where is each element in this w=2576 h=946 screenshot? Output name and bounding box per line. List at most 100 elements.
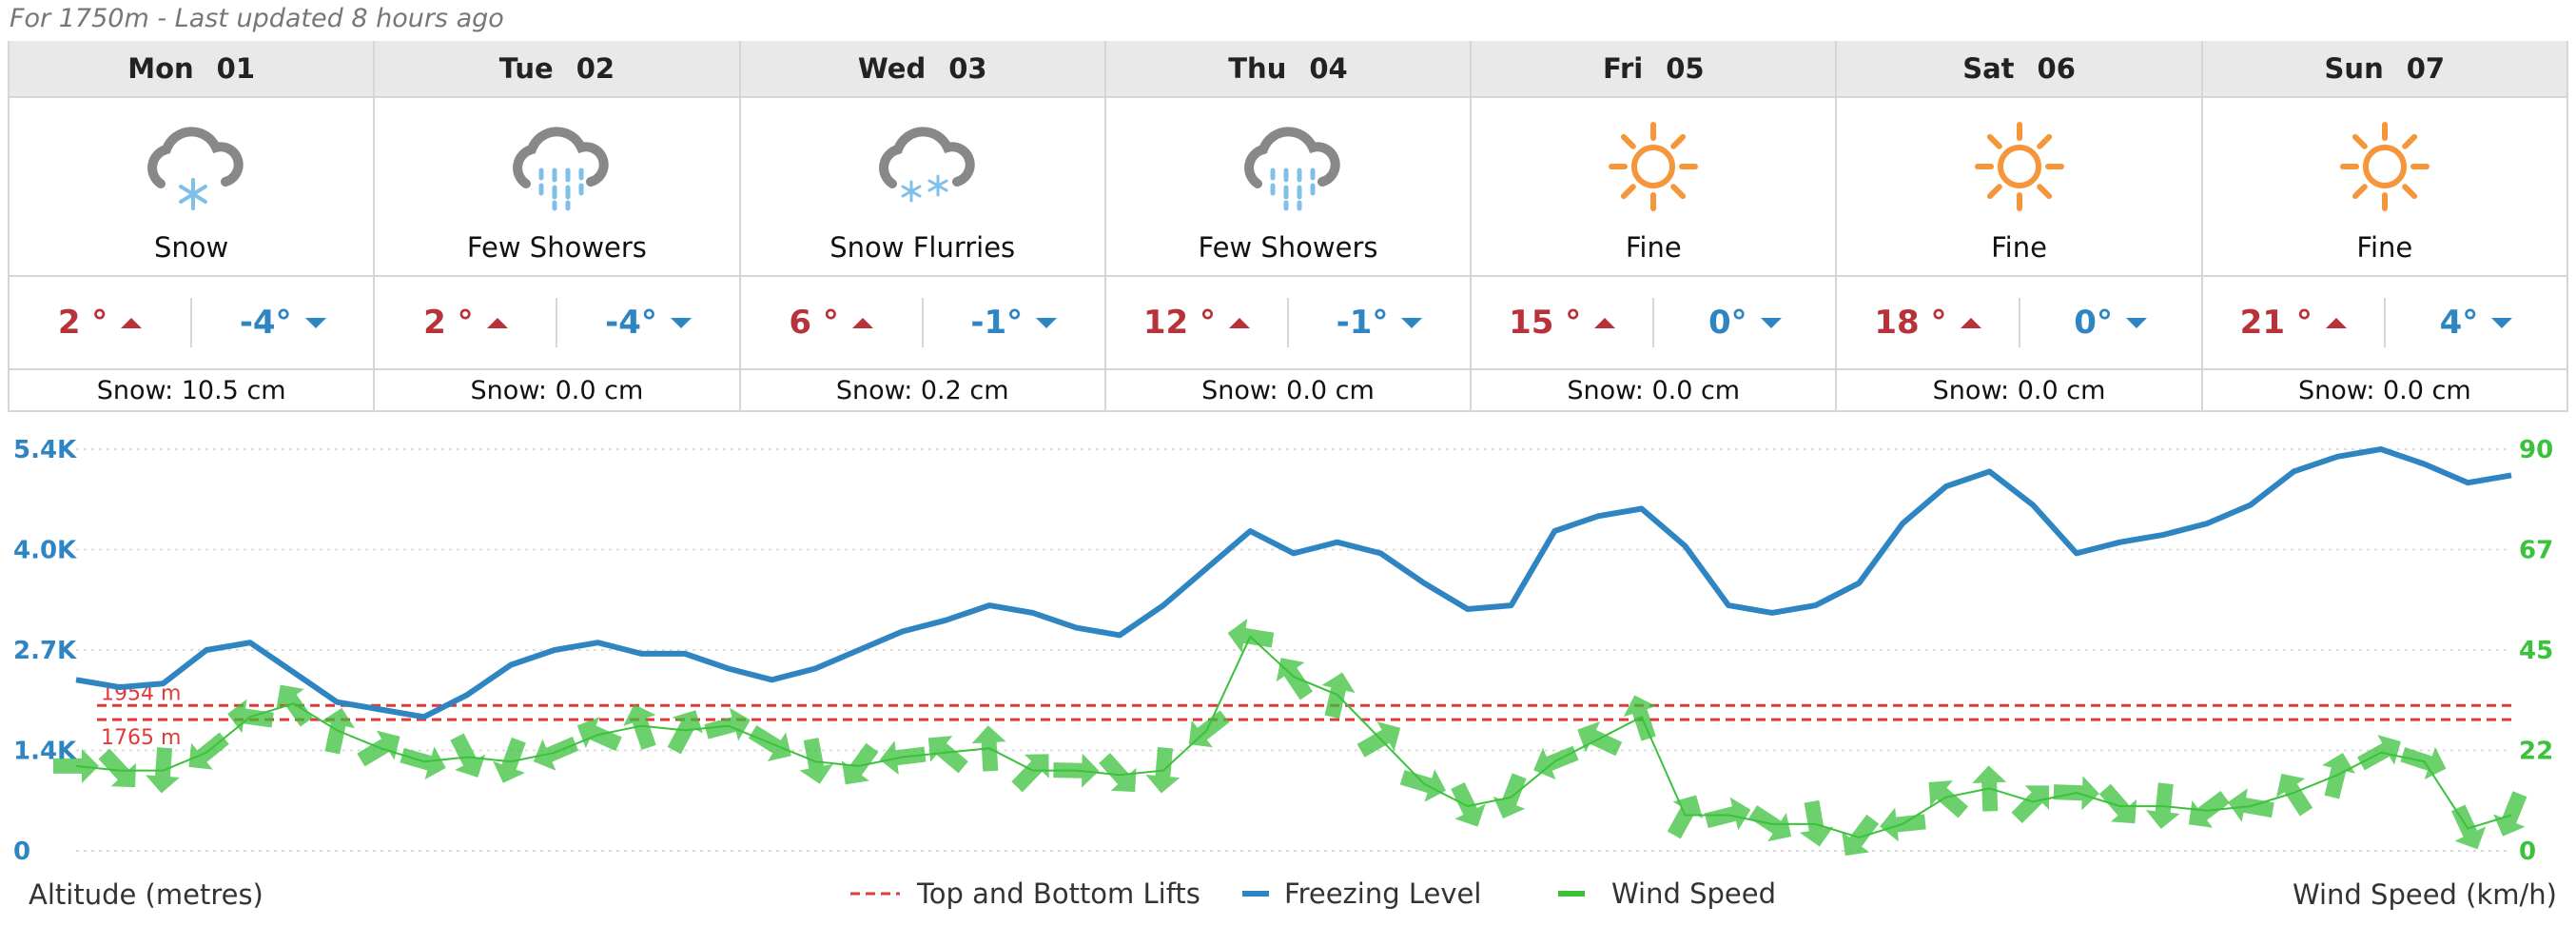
wind-arrow-icon	[2493, 791, 2527, 837]
snow-flurries-icon	[856, 104, 989, 229]
temperature-row: 2 ° -4°	[10, 277, 374, 370]
low-temp: 4°	[2386, 304, 2566, 342]
wind-arrow-icon	[1321, 672, 1356, 719]
low-temp-value: 0°	[1708, 304, 1747, 342]
temperature-row: 18 ° 0°	[1837, 277, 2201, 370]
wind-arrow-icon	[1972, 765, 2007, 812]
right-tick-label: 0	[2519, 838, 2536, 866]
right-tick-label: 22	[2519, 738, 2553, 766]
right-tick-label: 90	[2519, 436, 2553, 464]
day-name: Mon	[127, 52, 194, 85]
wind-arrow-icon	[1399, 769, 1447, 802]
day-header: Fri 05	[1472, 41, 1836, 98]
forecast-day-wed: Wed 03 Snow Flurries 6 ° -1° Snow: 0.2 c…	[740, 41, 1106, 412]
high-temp: 12 °	[1106, 298, 1289, 347]
day-name: Tue	[498, 52, 554, 85]
arrow-up-icon	[1594, 317, 1616, 328]
wind-arrow-icon	[1842, 814, 1880, 857]
snow-amount: Snow: 0.0 cm	[1837, 370, 2201, 412]
forecast-day-fri: Fri 05 Fine 15 ° 0° Snow: 0.0 cm	[1472, 41, 1838, 412]
day-header: Thu 04	[1105, 41, 1471, 98]
wind-arrow-icon	[1748, 805, 1792, 842]
arrow-down-icon	[2125, 317, 2147, 328]
weather-summary: Fine	[1991, 231, 2047, 264]
wind-arrow-icon	[533, 737, 579, 771]
high-temp: 18 °	[1837, 298, 2020, 347]
high-temp-value: 18 °	[1874, 304, 1947, 342]
wind-arrow-icon	[321, 707, 356, 755]
day-conditions: Few Showers	[1105, 98, 1471, 277]
wind-arrow-icon	[1493, 773, 1527, 819]
weather-summary: Snow	[154, 231, 229, 264]
temperature-row: 15 ° 0°	[1472, 277, 1836, 370]
wind-arrow-icon	[493, 737, 526, 783]
sun-icon	[1953, 104, 2086, 229]
low-temp-value: 0°	[2074, 304, 2113, 342]
wind-arrow-icon	[879, 740, 927, 776]
weather-summary: Few Showers	[1198, 231, 1378, 264]
arrow-up-icon	[121, 317, 143, 328]
high-temp: 6 °	[741, 298, 924, 347]
snow-amount: Snow: 0.0 cm	[1472, 370, 1836, 412]
wind-arrow-icon	[227, 699, 274, 734]
day-conditions: Few Showers	[375, 98, 739, 277]
low-temp: 0°	[1654, 304, 1835, 342]
wind-arrow-icon	[841, 742, 879, 785]
snow-amount: Snow: 0.0 cm	[375, 370, 739, 412]
wind-arrow-icon	[1533, 745, 1579, 780]
wind-arrow-icon	[1451, 782, 1486, 827]
temperature-row: 21 ° 4°	[2202, 277, 2566, 370]
snow-icon	[125, 104, 258, 229]
wind-arrow-icon	[98, 748, 136, 788]
wind-arrow-icon	[2357, 735, 2401, 771]
day-date: 07	[2406, 52, 2446, 85]
wind-arrow-icon	[748, 724, 791, 761]
temperature-row: 6 ° -1°	[740, 277, 1104, 370]
wind-arrow-icon	[1623, 695, 1656, 741]
day-name: Fri	[1602, 52, 1644, 85]
high-temp-value: 12 °	[1142, 304, 1216, 342]
low-temp: -1°	[924, 304, 1104, 342]
wind-arrow-icon	[1188, 710, 1230, 748]
high-temp-value: 2 °	[423, 304, 474, 342]
weather-summary: Fine	[2356, 231, 2413, 264]
forecast-day-sat: Sat 06 Fine 18 ° 0° Snow: 0.0 cm	[1837, 41, 2203, 412]
arrow-down-icon	[670, 317, 692, 328]
right-tick-label: 45	[2519, 637, 2553, 665]
wind-arrow-icon	[188, 732, 229, 770]
snow-amount: Snow: 0.0 cm	[2202, 370, 2566, 412]
low-temp: -4°	[192, 304, 373, 342]
wind-arrow-icon	[2228, 788, 2274, 822]
high-temp-value: 2 °	[57, 304, 108, 342]
wind-arrow-icon	[1227, 619, 1275, 653]
wind-arrow-icon	[1011, 754, 1049, 793]
arrow-down-icon	[1401, 317, 1423, 328]
day-name: Sun	[2324, 52, 2384, 85]
high-temp: 2 °	[10, 298, 193, 347]
low-temp: -4°	[557, 304, 738, 342]
forecast-table: Mon 01 Snow 2 ° -4° Snow: 10.5 cm Tue 02	[8, 41, 2568, 412]
wind-arrow-icon	[2322, 753, 2356, 799]
wind-arrow-icon	[1099, 753, 1137, 793]
wind-arrow-icon	[2450, 804, 2487, 850]
day-date: 06	[2037, 52, 2076, 85]
wind-arrow-icon	[357, 730, 400, 767]
day-conditions: Fine	[2202, 98, 2566, 277]
day-header: Mon 01	[10, 41, 374, 98]
low-temp: 0°	[2020, 304, 2201, 342]
wind-arrow-icon	[971, 725, 1006, 772]
weather-summary: Few Showers	[466, 231, 647, 264]
wind-arrow-icon	[146, 747, 180, 794]
snow-amount: Snow: 0.2 cm	[740, 370, 1104, 412]
day-conditions: Snow Flurries	[740, 98, 1104, 277]
day-conditions: Snow	[10, 98, 374, 277]
temperature-row: 12 ° -1°	[1105, 277, 1471, 370]
wind-arrow-icon	[1145, 746, 1181, 794]
wind-arrow-icon	[623, 704, 656, 750]
arrow-down-icon	[304, 317, 326, 328]
arrow-up-icon	[486, 317, 508, 328]
wind-arrow-icon	[1667, 795, 1704, 839]
low-temp: -1°	[1289, 304, 1470, 342]
day-header: Sun 07	[2202, 41, 2566, 98]
